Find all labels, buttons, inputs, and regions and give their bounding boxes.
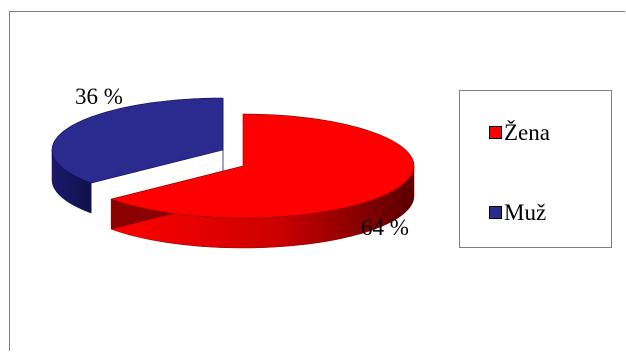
legend-label-muz: Muž: [504, 199, 547, 225]
pie-slice-ena: [110, 113, 415, 249]
legend-label-zena: Žena: [504, 119, 550, 145]
legend: Žena Muž: [459, 90, 612, 248]
legend-swatch-muz: [489, 205, 502, 219]
legend-entry-muz: Muž: [489, 199, 546, 225]
pie-slice-top-ena: [110, 113, 415, 219]
pie-slice-mu: [51, 97, 224, 214]
pie-slice-top-mu: [51, 97, 224, 184]
legend-swatch-zena: [489, 125, 502, 139]
legend-entry-zena: Žena: [489, 119, 550, 145]
pie-chart: [51, 97, 415, 249]
data-label-muz: 36 %: [75, 84, 123, 109]
data-label-zena: 64 %: [361, 215, 409, 240]
